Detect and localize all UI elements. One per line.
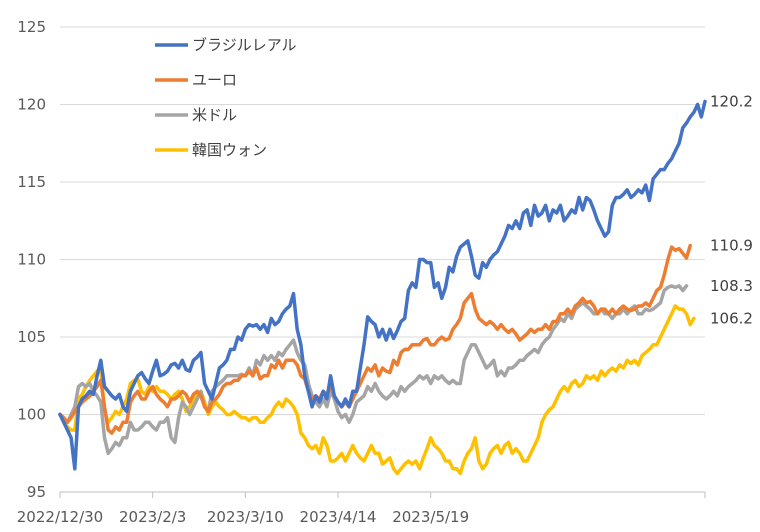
legend-entry: ユーロ bbox=[192, 71, 237, 89]
series-line-3 bbox=[58, 304, 696, 476]
y-tick-label: 100 bbox=[17, 406, 46, 424]
y-tick-label: 125 bbox=[17, 18, 46, 36]
end-value-label: 108.3 bbox=[710, 277, 753, 295]
series-line-0 bbox=[58, 99, 707, 471]
y-tick-label: 95 bbox=[27, 483, 46, 501]
y-tick-label: 115 bbox=[17, 173, 46, 191]
series-lines bbox=[58, 99, 707, 476]
series-line-2 bbox=[58, 284, 689, 456]
legend-entry: ブラジルレアル bbox=[192, 36, 297, 54]
series-line-1 bbox=[58, 243, 692, 435]
x-tick-label: 2023/4/14 bbox=[300, 508, 377, 526]
axes: 95 100 105 110 115 120 125 2022/12/30 2023/2/3 20… bbox=[17, 18, 706, 526]
y-tick-label: 105 bbox=[17, 328, 46, 346]
x-tick-label: 2023/3/10 bbox=[207, 508, 284, 526]
end-value-label: 106.2 bbox=[710, 309, 753, 327]
y-tick-label: 110 bbox=[17, 251, 46, 269]
x-tick-label: 2022/12/30 bbox=[17, 508, 103, 526]
legend-entry: 米ドル bbox=[192, 106, 237, 124]
x-tick-label: 2023/2/3 bbox=[119, 508, 186, 526]
legend-entry: 韓国ウォン bbox=[192, 141, 267, 159]
x-tick-label: 2023/5/19 bbox=[392, 508, 469, 526]
end-value-label: 120.2 bbox=[710, 92, 753, 110]
grid bbox=[60, 26, 705, 415]
y-tick-label: 120 bbox=[17, 96, 46, 114]
end-labels: 120.2 110.9 108.3 106.2 bbox=[710, 92, 753, 327]
end-value-label: 110.9 bbox=[710, 237, 753, 255]
